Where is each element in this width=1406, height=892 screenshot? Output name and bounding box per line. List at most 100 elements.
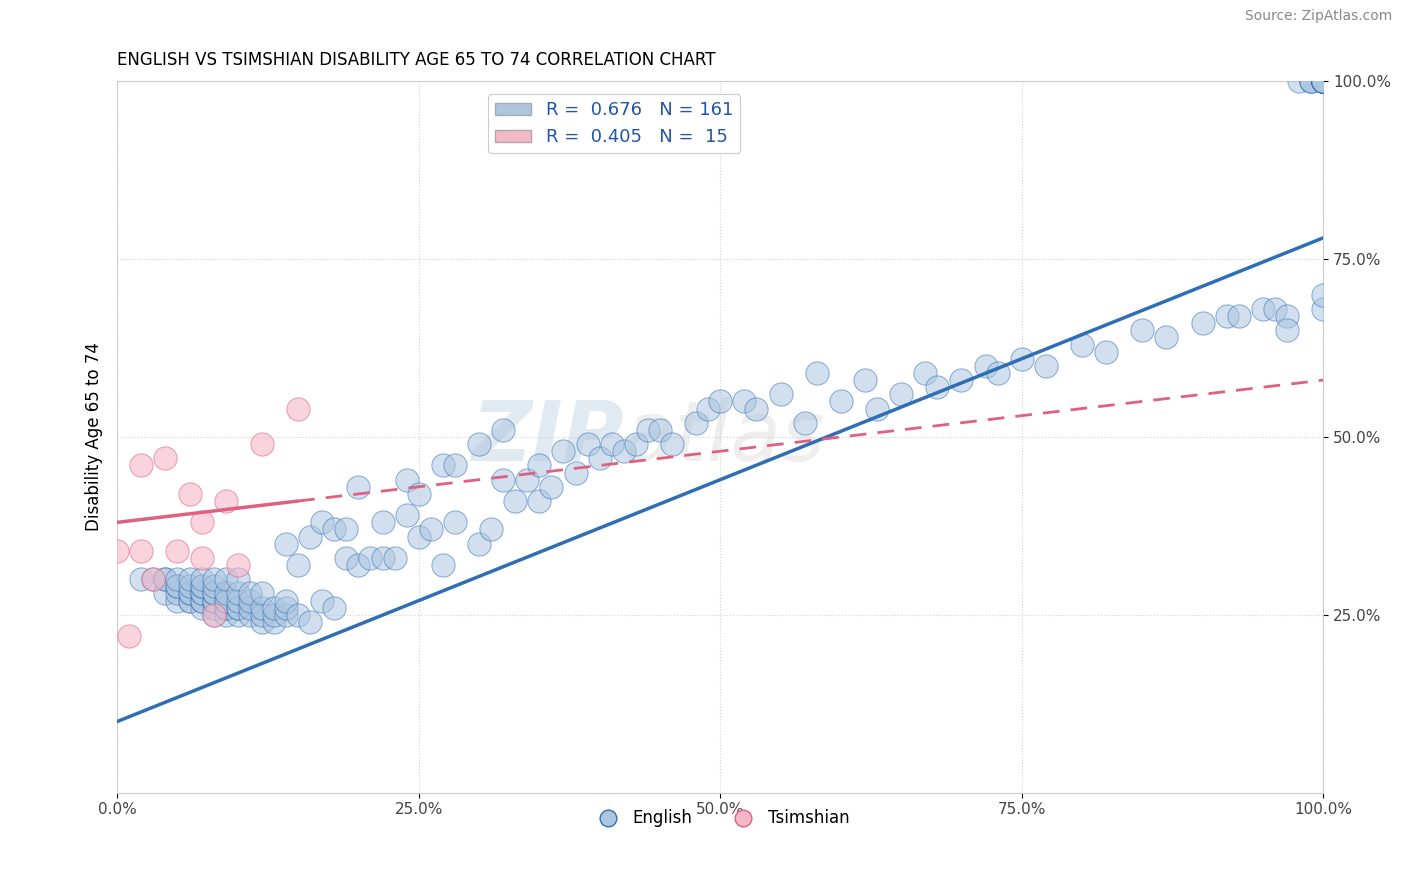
Point xyxy=(890,387,912,401)
Point xyxy=(226,600,249,615)
Point xyxy=(1275,309,1298,323)
Point xyxy=(226,600,249,615)
Point xyxy=(793,416,815,430)
Point xyxy=(492,473,515,487)
Point xyxy=(1312,74,1334,88)
Point xyxy=(1312,74,1334,88)
Point xyxy=(105,543,128,558)
Point xyxy=(384,550,406,565)
Point xyxy=(299,530,322,544)
Point xyxy=(648,423,671,437)
Point xyxy=(190,593,212,607)
Point xyxy=(553,444,575,458)
Point xyxy=(697,401,720,416)
Point xyxy=(866,401,889,416)
Point xyxy=(468,537,491,551)
Point xyxy=(503,494,526,508)
Point xyxy=(202,593,225,607)
Point xyxy=(1288,74,1310,88)
Point xyxy=(1035,359,1057,373)
Point xyxy=(202,607,225,622)
Point xyxy=(263,607,285,622)
Point xyxy=(239,607,262,622)
Point xyxy=(709,394,731,409)
Point xyxy=(215,586,238,600)
Point xyxy=(226,558,249,572)
Point xyxy=(179,487,201,501)
Point xyxy=(516,473,538,487)
Point xyxy=(371,516,394,530)
Point xyxy=(1312,74,1334,88)
Point xyxy=(226,586,249,600)
Point xyxy=(347,558,370,572)
Point xyxy=(914,366,936,380)
Point xyxy=(745,401,768,416)
Point xyxy=(733,394,755,409)
Point xyxy=(118,629,141,643)
Point xyxy=(202,586,225,600)
Point xyxy=(190,593,212,607)
Point xyxy=(1312,74,1334,88)
Point xyxy=(179,593,201,607)
Point xyxy=(347,480,370,494)
Text: atlas: atlas xyxy=(624,397,825,477)
Point xyxy=(179,579,201,593)
Point xyxy=(927,380,949,394)
Point xyxy=(239,593,262,607)
Point xyxy=(215,600,238,615)
Point xyxy=(1312,301,1334,316)
Point xyxy=(1301,74,1323,88)
Point xyxy=(661,437,683,451)
Point xyxy=(408,530,430,544)
Point xyxy=(131,543,153,558)
Text: ZIP: ZIP xyxy=(471,397,624,477)
Point xyxy=(1275,323,1298,337)
Point xyxy=(1156,330,1178,344)
Point xyxy=(1301,74,1323,88)
Point xyxy=(311,516,333,530)
Point xyxy=(1312,74,1334,88)
Point xyxy=(155,572,177,586)
Point xyxy=(202,579,225,593)
Point xyxy=(263,615,285,629)
Point xyxy=(190,586,212,600)
Point xyxy=(287,607,309,622)
Point xyxy=(166,572,188,586)
Point xyxy=(359,550,381,565)
Point xyxy=(190,516,212,530)
Point xyxy=(179,586,201,600)
Point xyxy=(215,600,238,615)
Point xyxy=(1312,74,1334,88)
Point xyxy=(323,600,346,615)
Point xyxy=(853,373,876,387)
Point xyxy=(432,458,454,473)
Point xyxy=(564,466,586,480)
Text: Source: ZipAtlas.com: Source: ZipAtlas.com xyxy=(1244,9,1392,23)
Point xyxy=(190,550,212,565)
Point xyxy=(1312,74,1334,88)
Point xyxy=(166,579,188,593)
Point xyxy=(432,558,454,572)
Point xyxy=(613,444,636,458)
Point xyxy=(166,579,188,593)
Point xyxy=(299,615,322,629)
Point xyxy=(190,579,212,593)
Point xyxy=(142,572,165,586)
Point xyxy=(274,537,297,551)
Point xyxy=(1251,301,1274,316)
Y-axis label: Disability Age 65 to 74: Disability Age 65 to 74 xyxy=(86,343,103,532)
Point xyxy=(155,451,177,466)
Point xyxy=(1264,301,1286,316)
Point xyxy=(226,607,249,622)
Point xyxy=(529,494,551,508)
Point xyxy=(311,593,333,607)
Point xyxy=(1216,309,1239,323)
Point xyxy=(131,572,153,586)
Point xyxy=(769,387,792,401)
Point xyxy=(274,607,297,622)
Point xyxy=(166,593,188,607)
Point xyxy=(468,437,491,451)
Point xyxy=(250,437,273,451)
Point xyxy=(215,593,238,607)
Point xyxy=(371,550,394,565)
